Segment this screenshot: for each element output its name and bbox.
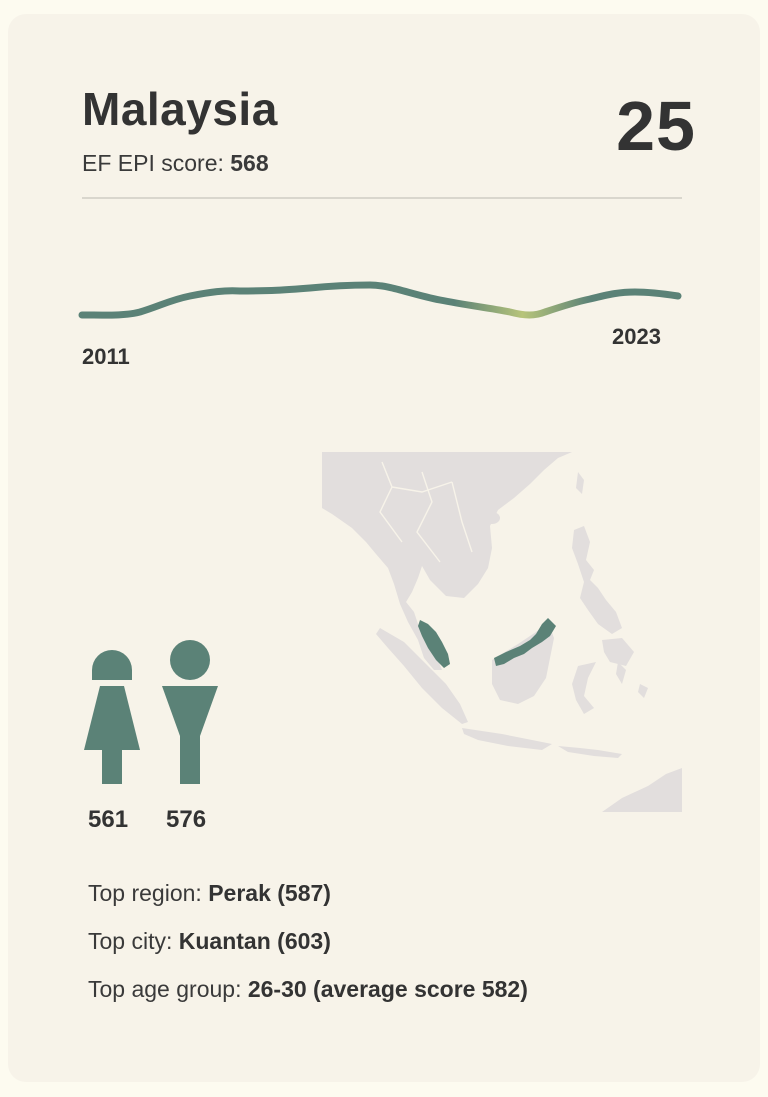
top-city-label: Top city: [88,928,173,954]
top-city-value: Kuantan (603) [178,928,331,954]
score-label: EF EPI score: [82,150,224,176]
southeast-asia-map [322,452,682,812]
female-score: 561 [88,806,129,833]
mainland-landmass [322,452,572,670]
rank-number: 25 [616,87,696,165]
top-city: Top city: Kuantan (603) [88,928,331,955]
country-name: Malaysia [82,83,278,135]
lesser-sunda-islands [558,746,622,758]
peninsular-malaysia [418,620,450,668]
maluku-islands [616,662,648,698]
new-guinea [602,768,682,812]
java-island [462,728,552,750]
start-year: 2011 [82,344,130,369]
top-age-group-value: 26-30 (average score 582) [247,976,528,1002]
top-age-group: Top age group: 26-30 (average score 582) [88,976,528,1003]
score-line: EF EPI score: 568 [82,150,269,177]
mindanao [602,638,634,666]
male-score: 576 [166,806,207,833]
score-value: 568 [230,150,269,176]
top-region-label: Top region: [88,880,202,906]
male-icon [162,640,218,784]
sumatra [376,628,468,724]
top-region-value: Perak (587) [208,880,331,906]
philippines [572,526,622,634]
malaysian-borneo [494,618,556,666]
top-age-group-label: Top age group: [88,976,242,1002]
trend-line [78,281,682,319]
sulawesi [572,662,596,714]
top-region: Top region: Perak (587) [88,880,331,907]
border-lines [379,461,473,563]
taiwan-island [576,472,584,494]
divider [82,197,682,199]
hainan-island [484,512,500,524]
trend-line-chart [78,281,682,319]
female-icon [84,650,140,784]
end-year: 2023 [612,324,661,349]
